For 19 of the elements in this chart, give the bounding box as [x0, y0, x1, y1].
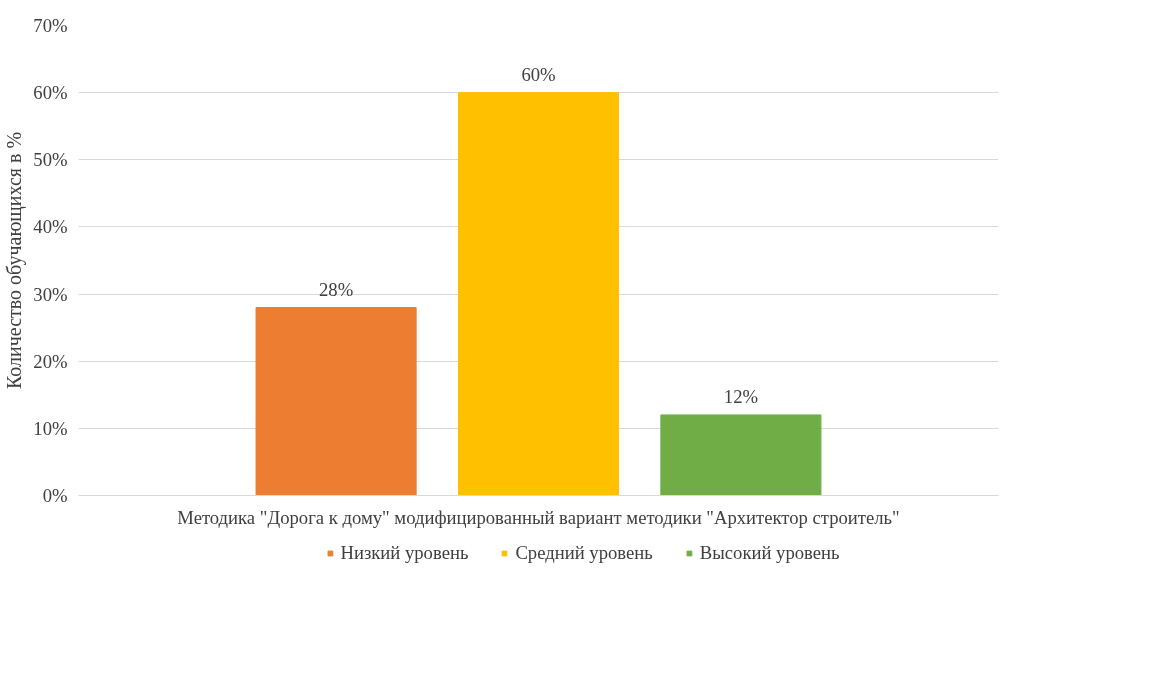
- legend-label: Низкий уровень: [340, 541, 469, 564]
- y-tick-label: 70%: [33, 15, 68, 36]
- y-tick-label: 50%: [33, 149, 68, 171]
- y-axis-title: Количество обучающихся в %: [3, 131, 27, 390]
- y-tick-label: 60%: [33, 82, 68, 104]
- bar: [255, 307, 417, 496]
- x-tick-label: Методика "Дорога к дому" модифицированный вариант методики "Архитектор строитель": [177, 506, 900, 528]
- legend-label: Высокий уровень: [699, 541, 840, 564]
- y-tick-label: 30%: [33, 283, 68, 305]
- y-tick-label: 20%: [33, 350, 68, 372]
- legend-label: Средний уровень: [515, 541, 653, 564]
- y-tick-label: 10%: [33, 417, 68, 439]
- data-label: 60%: [521, 63, 556, 85]
- data-label: 12%: [723, 385, 758, 407]
- bar: [457, 92, 620, 496]
- bar: [660, 414, 822, 496]
- data-label: 28%: [319, 278, 354, 300]
- y-tick-label: 40%: [33, 216, 68, 238]
- y-tick-label: 0%: [42, 485, 68, 506]
